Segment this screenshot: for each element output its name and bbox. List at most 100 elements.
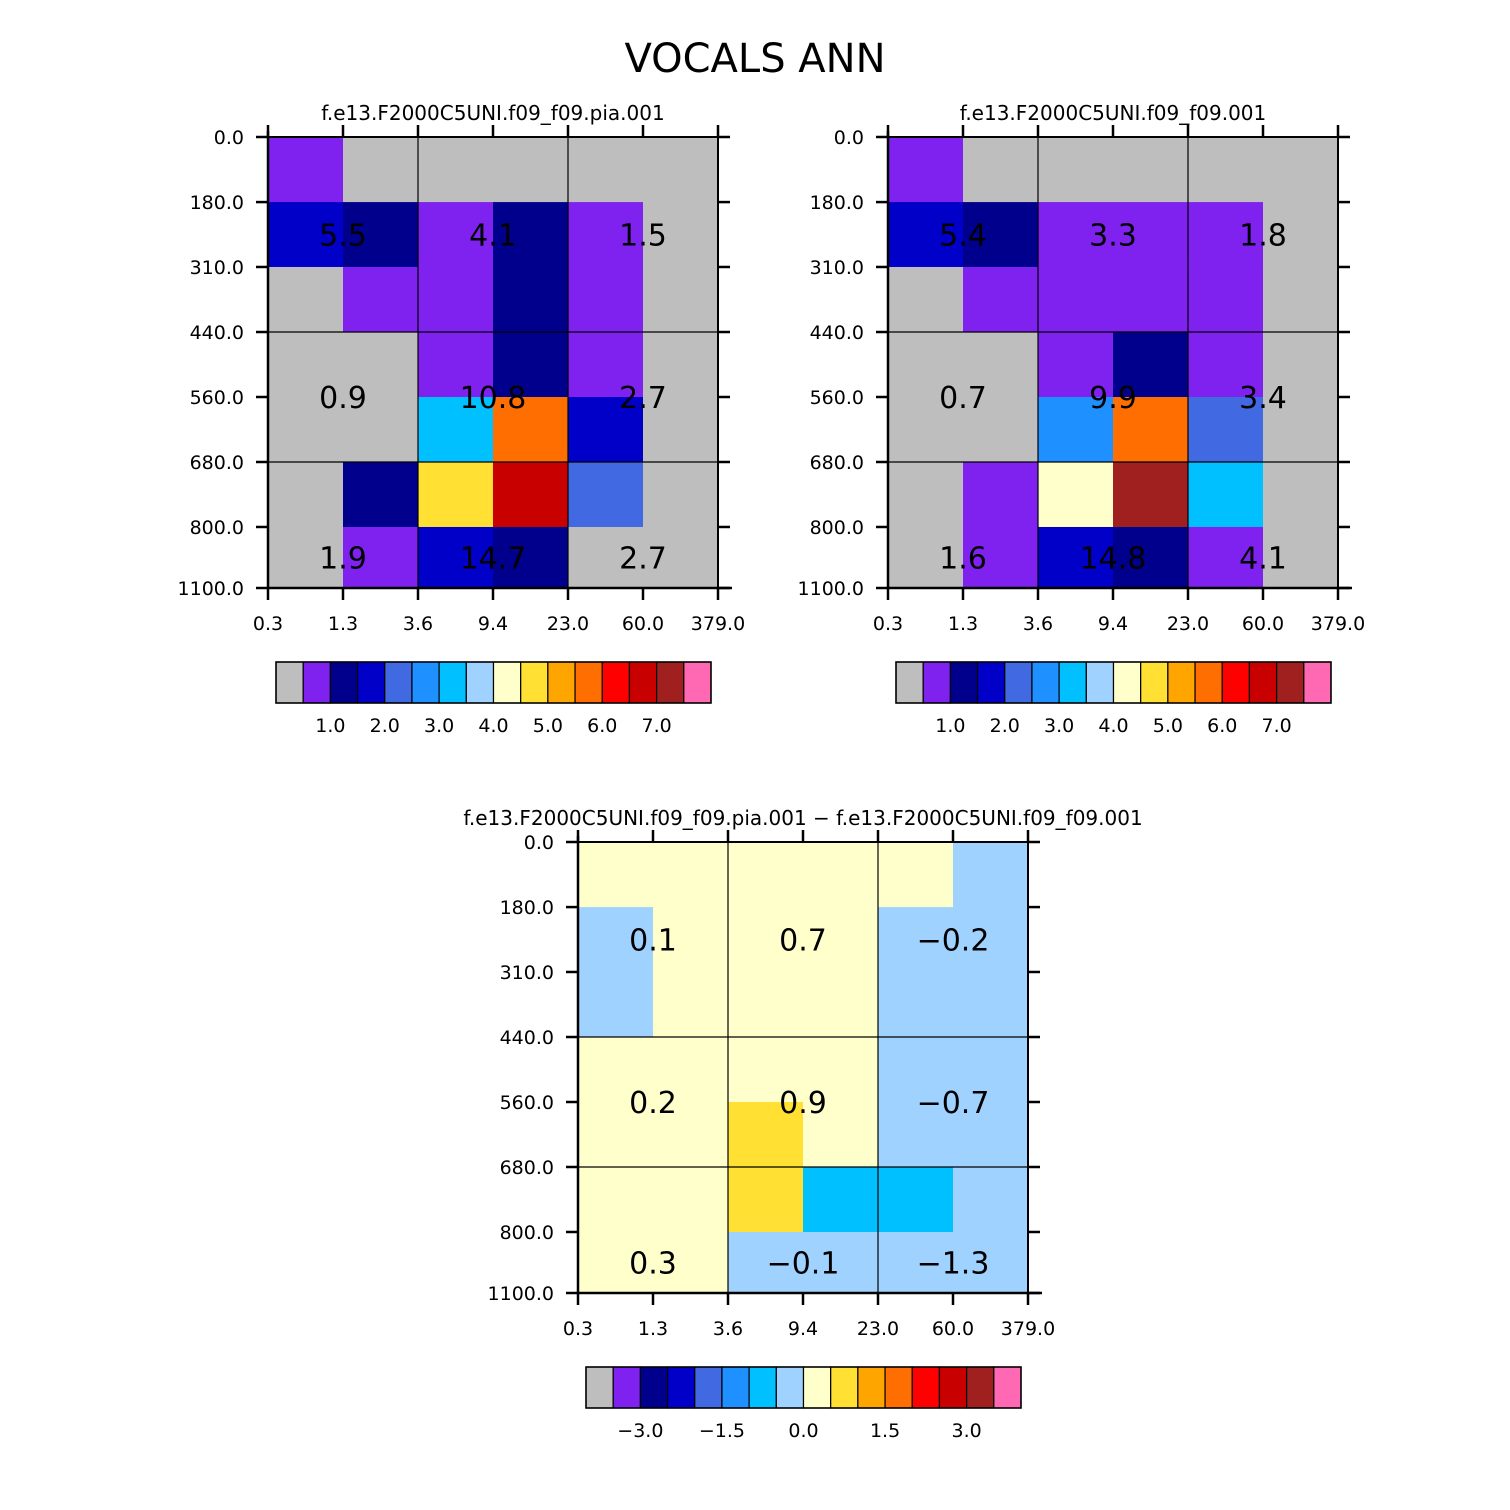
cell-value-label: 2.7 <box>619 381 667 416</box>
heatmap-cell <box>728 907 804 973</box>
cell-value-label: 0.9 <box>779 1086 827 1121</box>
heatmap-cell <box>493 461 569 528</box>
heatmap-cell <box>568 137 644 203</box>
y-tick-label: 680.0 <box>810 452 864 474</box>
chart-title: f.e13.F2000C5UNI.f09_f09.001 <box>960 101 1267 125</box>
heatmap-cell <box>343 202 419 268</box>
y-tick-label: 1100.0 <box>178 578 244 600</box>
heatmap-cell <box>1263 332 1339 398</box>
colorbar-swatch <box>601 661 631 704</box>
heatmap-cell <box>1113 461 1189 528</box>
colorbar-label: 7.0 <box>642 715 672 737</box>
heatmap-cell <box>418 332 494 398</box>
y-tick-label: 180.0 <box>810 192 864 214</box>
x-tick-label: 60.0 <box>622 613 664 635</box>
colorbar-swatch <box>547 661 576 704</box>
y-tick-label: 680.0 <box>190 452 244 474</box>
colorbar-swatch <box>1140 661 1169 704</box>
colorbar-swatch <box>721 1366 750 1409</box>
heatmap-cell <box>643 332 719 398</box>
colorbar-swatch <box>830 1366 859 1409</box>
heatmap-cell <box>953 971 1029 1038</box>
cell-value-label: 4.1 <box>1239 541 1287 576</box>
cell-value-label: −0.7 <box>917 1086 990 1121</box>
heatmap-cell <box>643 202 719 268</box>
heatmap-cell <box>578 1037 654 1103</box>
heatmap-cell <box>493 332 569 398</box>
heatmap-cell <box>803 1231 879 1294</box>
heatmap-cell <box>268 266 344 333</box>
heatmap-cell <box>343 137 419 203</box>
colorbar-swatch <box>857 1366 886 1409</box>
colorbar-swatch <box>628 661 658 704</box>
heatmap-cell <box>493 137 569 203</box>
cell-value-label: 3.3 <box>1089 219 1137 254</box>
colorbar-label: −3.0 <box>617 1420 663 1442</box>
cell-value-label: 0.7 <box>939 381 987 416</box>
colorbar-swatch <box>922 661 951 704</box>
heatmap-cell <box>268 137 344 203</box>
colorbar-swatch <box>802 1366 832 1409</box>
heatmap-cell <box>1038 202 1114 268</box>
colorbar-swatch <box>1058 661 1087 704</box>
cell-value-label: 2.7 <box>619 541 667 576</box>
heatmap-cell <box>878 1166 954 1233</box>
heatmap-cell <box>418 266 494 333</box>
x-tick-label: 60.0 <box>932 1318 974 1340</box>
heatmap-cell <box>953 1231 1029 1294</box>
x-tick-label: 0.3 <box>873 613 903 635</box>
heatmap-cell <box>728 842 804 908</box>
heatmap-cell <box>953 1166 1029 1233</box>
heatmap-cell <box>343 397 419 463</box>
panel-control: f.e13.F2000C5UNI.f09_f09.001 0.0 180.0 310.… <box>798 101 1366 737</box>
heatmap-cell <box>643 461 719 528</box>
cell-value-label: 3.4 <box>1239 381 1287 416</box>
heatmap-cell <box>963 397 1039 463</box>
x-tick-label: 0.3 <box>253 613 283 635</box>
colorbar-swatch <box>775 1366 805 1409</box>
heatmap-cell <box>653 842 729 908</box>
cell-value-label: 0.1 <box>629 924 677 959</box>
colorbar-swatch <box>1085 661 1115 704</box>
colorbar-swatch <box>1112 661 1142 704</box>
heatmap-cell <box>803 907 879 973</box>
colorbar-swatch <box>465 661 495 704</box>
y-tick-label: 310.0 <box>810 257 864 279</box>
colorbar-frame <box>275 661 712 704</box>
colorbar-swatch <box>612 1366 641 1409</box>
cell-value-label: 5.5 <box>319 219 367 254</box>
heatmap-cell <box>803 1102 879 1168</box>
heatmap-cell <box>1263 397 1339 463</box>
heatmap-cell <box>1188 266 1264 333</box>
heatmap-cell <box>568 332 644 398</box>
heatmap-cell <box>878 842 954 908</box>
heatmap-cell <box>1263 202 1339 268</box>
x-tick-label: 0.3 <box>563 1318 593 1340</box>
colorbar-swatch <box>492 661 522 704</box>
colorbar-label: 4.0 <box>478 715 508 737</box>
cell-value-label: 0.7 <box>779 924 827 959</box>
heatmap-cell <box>1188 137 1264 203</box>
heatmap-cell <box>878 907 954 973</box>
heatmap-cell <box>963 266 1039 333</box>
x-tick-label: 23.0 <box>547 613 589 635</box>
heatmap-cell <box>963 137 1039 203</box>
colorbar-swatch <box>1031 661 1060 704</box>
y-tick-label: 800.0 <box>500 1222 554 1244</box>
colorbar-swatch <box>976 661 1006 704</box>
chart-title: f.e13.F2000C5UNI.f09_f09.pia.001 <box>321 101 664 125</box>
colorbar-swatch <box>683 661 712 704</box>
heatmap-cell <box>1263 526 1339 589</box>
x-tick-label: 9.4 <box>478 613 508 635</box>
colorbar-frame <box>895 661 1332 704</box>
heatmap-cell <box>268 461 344 528</box>
chart-title: f.e13.F2000C5UNI.f09_f09.pia.001 − f.e13… <box>463 806 1142 830</box>
cell-value-label: 14.7 <box>460 541 527 576</box>
y-tick-label: 440.0 <box>810 322 864 344</box>
cell-value-label: 9.9 <box>1089 381 1137 416</box>
heatmap-cell <box>653 1037 729 1103</box>
x-tick-label: 23.0 <box>1167 613 1209 635</box>
x-tick-label: 3.6 <box>713 1318 743 1340</box>
colorbar-label: 6.0 <box>587 715 617 737</box>
